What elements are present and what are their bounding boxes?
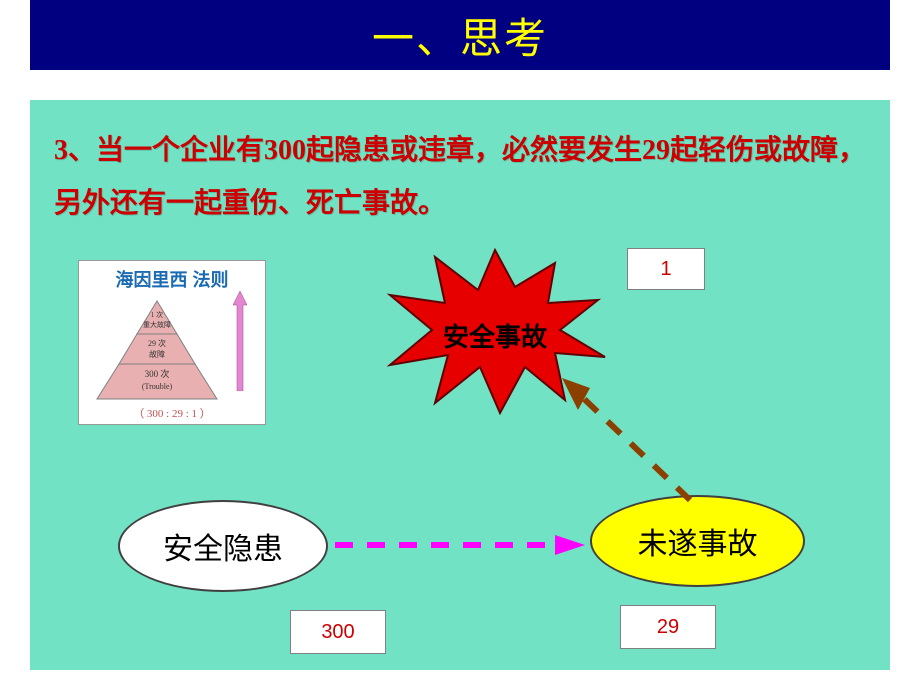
count-box-left: 300 xyxy=(290,610,386,654)
pyramid-icon: 300 次 (Trouble) 29 次 故障 1 次 重大故障 xyxy=(87,289,227,404)
count-right: 29 xyxy=(657,616,679,639)
svg-text:1 次: 1 次 xyxy=(151,310,163,319)
count-left: 300 xyxy=(321,621,354,644)
arrow-nearmiss-to-accident-icon xyxy=(550,370,710,510)
svg-text:29 次: 29 次 xyxy=(148,338,166,348)
pyramid-up-arrow-icon xyxy=(233,291,247,391)
title-bar: 一、思考 xyxy=(30,0,890,70)
content-area: 3、当一个企业有300起隐患或违章，必然要发生29起轻伤或故障，另外还有一起重伤… xyxy=(30,100,890,670)
count-top: 1 xyxy=(660,258,671,281)
svg-text:300 次: 300 次 xyxy=(145,368,170,379)
starburst-label: 安全事故 xyxy=(380,317,610,354)
svg-text:重大故障: 重大故障 xyxy=(143,320,171,329)
hazard-label: 安全隐患 xyxy=(163,524,283,568)
count-box-right: 29 xyxy=(620,605,716,649)
body-paragraph: 3、当一个企业有300起隐患或违章，必然要发生29起轻伤或故障，另外还有一起重伤… xyxy=(54,124,866,230)
heinrich-pyramid: 海因里西 法则 300 次 (Trouble) 29 次 故障 1 次 重大故障… xyxy=(78,260,266,425)
svg-text:(Trouble): (Trouble) xyxy=(142,382,173,391)
pyramid-ratio: （ 300 : 29 : 1 ） xyxy=(79,405,265,421)
hazard-node: 安全隐患 xyxy=(118,500,328,592)
near-miss-label: 未遂事故 xyxy=(638,519,758,563)
svg-text:故障: 故障 xyxy=(149,349,165,359)
slide-title: 一、思考 xyxy=(372,5,548,66)
slide: 一、思考 3、当一个企业有300起隐患或违章，必然要发生29起轻伤或故障，另外还… xyxy=(0,0,920,690)
count-box-top: 1 xyxy=(627,248,705,290)
arrow-hazard-to-nearmiss-icon xyxy=(330,530,590,560)
